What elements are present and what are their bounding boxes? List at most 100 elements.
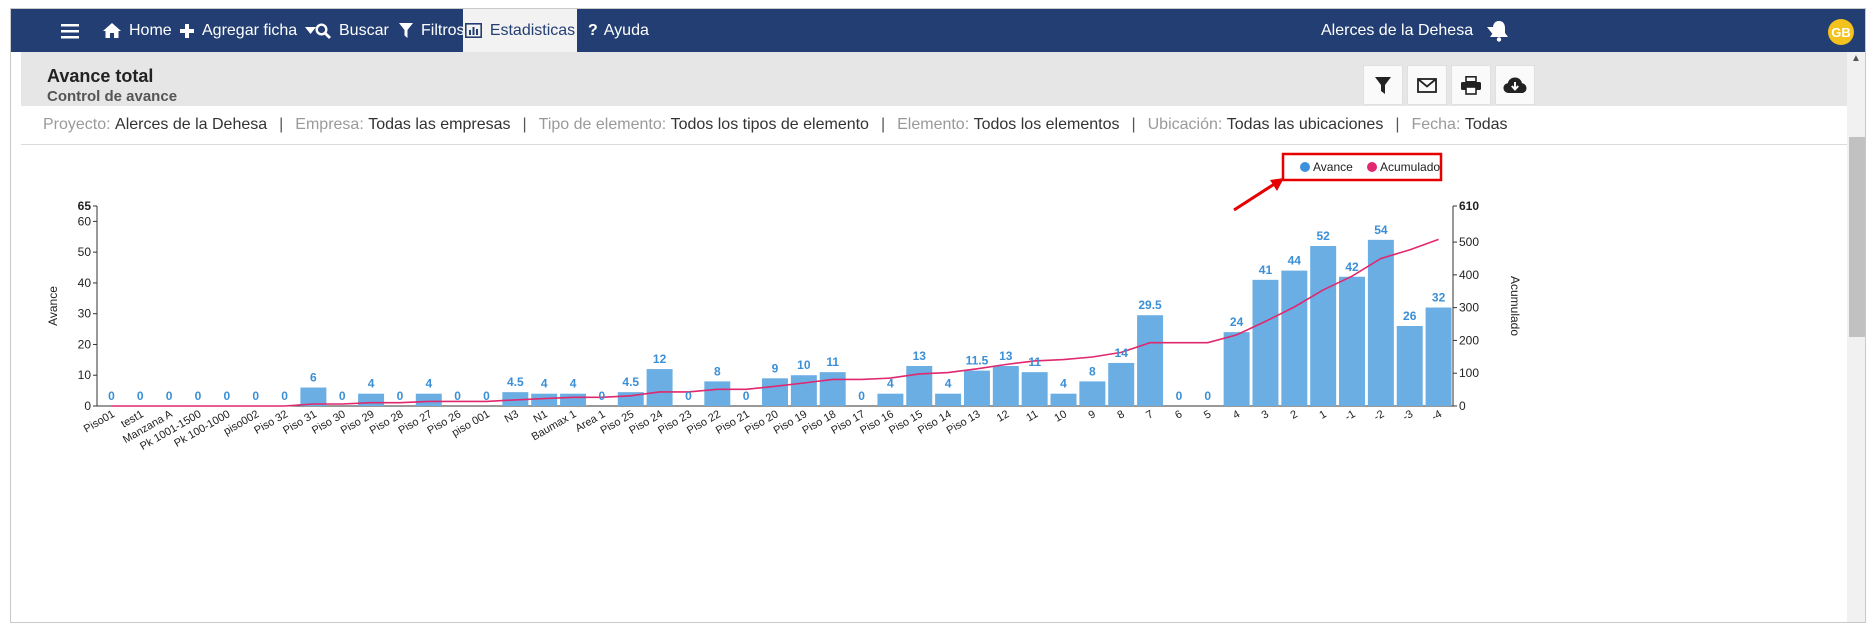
bar — [1281, 270, 1308, 406]
bar-data-label: 11.5 — [966, 354, 989, 368]
x-tick-label: 7 — [1144, 408, 1155, 421]
panel-header: Avance total Control de avance — [21, 52, 1847, 106]
user-avatar[interactable]: GB — [1828, 19, 1854, 45]
y2-tick-label: 200 — [1459, 333, 1479, 347]
printer-icon — [1461, 75, 1481, 95]
bar-data-label: 4.5 — [507, 375, 524, 389]
caret-down-icon — [305, 27, 317, 34]
app-window: Home Agregar ficha Buscar Filtros Estadi… — [10, 8, 1866, 623]
bar — [358, 393, 385, 406]
bar-data-label: 4 — [368, 377, 375, 391]
scroll-up-arrow-icon[interactable]: ▲ — [1851, 53, 1861, 64]
filter-separator: | — [279, 116, 284, 133]
filter-proyecto-value: Alerces de la Dehesa — [115, 116, 268, 133]
bar-data-label: 32 — [1432, 291, 1446, 305]
bar-data-label: 4 — [570, 377, 577, 391]
nav-agregar-ficha[interactable]: Agregar ficha — [180, 9, 317, 52]
notifications-button[interactable] — [1489, 9, 1509, 52]
y-tick-label: 65 — [78, 199, 92, 213]
bar-data-label: 4 — [945, 377, 952, 391]
filter-icon — [399, 23, 413, 38]
bar — [762, 378, 788, 406]
nav-ayuda[interactable]: ? Ayuda — [588, 9, 649, 52]
bar — [1079, 381, 1106, 406]
x-tick-label: -3 — [1401, 408, 1415, 423]
download-button[interactable] — [1495, 65, 1535, 105]
x-tick-label: -4 — [1430, 408, 1444, 423]
bar-chart-icon — [464, 23, 482, 38]
email-button[interactable] — [1407, 65, 1447, 105]
menu-toggle[interactable] — [51, 9, 89, 52]
filter-tipo-label: Tipo de elemento: — [538, 116, 667, 133]
annotation-arrowhead — [1270, 178, 1284, 191]
y2-tick-label: 0 — [1459, 399, 1466, 413]
active-filters-bar: Proyecto: Alerces de la Dehesa | Empresa… — [21, 106, 1847, 145]
bar — [935, 393, 962, 406]
nav-home-label: Home — [129, 21, 172, 39]
chart-line-series — [111, 238, 1439, 407]
nav-home[interactable]: Home — [103, 9, 172, 52]
bar — [906, 366, 933, 406]
y-tick-label: 60 — [78, 214, 92, 228]
bar-data-label: 8 — [1089, 364, 1096, 378]
plus-icon — [180, 23, 194, 38]
bar-data-label: 0 — [743, 389, 750, 403]
bar-data-label: 0 — [1176, 389, 1183, 403]
bar-data-label: 4 — [1060, 377, 1067, 391]
bar-data-label: 0 — [166, 389, 173, 403]
nav-buscar[interactable]: Buscar — [315, 9, 389, 52]
x-tick-label: 8 — [1115, 408, 1126, 421]
bar-data-label: 4 — [425, 377, 432, 391]
x-tick-label: 1 — [1317, 408, 1328, 421]
bell-icon — [1490, 20, 1508, 42]
filter-fecha-label: Fecha: — [1411, 116, 1461, 133]
legend-acumulado-label: Acumulado — [1380, 160, 1440, 174]
bar — [1367, 239, 1394, 406]
search-icon — [315, 22, 331, 39]
page-title: Avance total — [47, 66, 154, 86]
y-tick-label: 20 — [78, 337, 92, 351]
filter-separator: | — [1395, 116, 1400, 133]
bar-data-label: 12 — [653, 352, 667, 366]
cloud-download-icon — [1503, 77, 1527, 93]
bar — [790, 375, 817, 406]
bar — [415, 393, 442, 406]
bar-data-label: 4 — [887, 377, 894, 391]
bar-data-label: 0 — [252, 389, 259, 403]
x-tick-label: -1 — [1343, 408, 1357, 423]
bar-data-label: 13 — [913, 349, 927, 363]
filter-button[interactable] — [1363, 65, 1403, 105]
y-tick-label: 30 — [78, 307, 92, 321]
bar — [1021, 372, 1048, 406]
y2-tick-label: 400 — [1459, 268, 1479, 282]
bar — [819, 372, 846, 406]
bar-data-label: 41 — [1259, 263, 1273, 277]
y2-tick-label: 610 — [1459, 199, 1479, 213]
filter-icon — [1375, 76, 1391, 94]
bar-data-label: 9 — [772, 361, 779, 375]
bar-data-label: 0 — [454, 389, 461, 403]
bar — [963, 370, 990, 406]
x-tick-label: 2 — [1289, 408, 1300, 421]
bar-data-label: 10 — [797, 358, 811, 372]
filter-elemento-value: Todos los elementos — [973, 116, 1120, 133]
bar-data-label: 0 — [1204, 389, 1211, 403]
filter-tipo-value: Todos los tipos de elemento — [670, 116, 869, 133]
bar — [560, 393, 587, 406]
hamburger-icon — [61, 23, 79, 38]
bar-data-label: 0 — [858, 389, 865, 403]
nav-filtros[interactable]: Filtros — [399, 9, 465, 52]
scrollbar-thumb[interactable] — [1849, 137, 1865, 337]
print-button[interactable] — [1451, 65, 1491, 105]
nav-estadisticas[interactable]: Estadisticas — [463, 9, 577, 52]
bar-data-label: 52 — [1316, 229, 1330, 243]
project-selector[interactable]: Alerces de la Dehesa — [1321, 9, 1499, 52]
bar-data-label: 44 — [1288, 254, 1302, 268]
bar-data-label: 0 — [339, 389, 346, 403]
bar — [877, 393, 904, 406]
bar — [1425, 307, 1452, 406]
bar-data-label: 0 — [195, 389, 202, 403]
x-tick-label: Piso 13 — [945, 408, 983, 437]
bar — [1252, 279, 1279, 406]
